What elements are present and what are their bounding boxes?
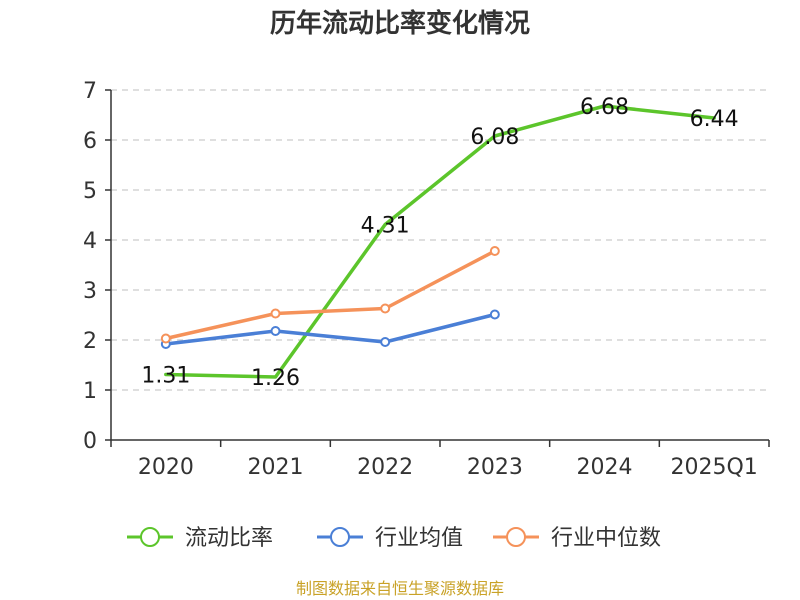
legend-marker [506,527,526,547]
series-point [160,333,171,344]
legend-marker [330,527,350,547]
y-tick-label: 7 [83,79,97,104]
legend: 流动比率 行业均值 行业中位数 [127,526,661,551]
data-label: 4.31 [361,214,410,239]
x-tick-label: 2020 [138,455,194,480]
series-line [164,312,497,346]
axes [105,89,770,447]
series-group [160,104,716,379]
y-tick-label: 5 [83,179,97,204]
data-label: 6.08 [470,125,519,150]
x-tick-label: 2021 [248,455,304,480]
legend-label: 行业均值 [375,526,463,551]
data-labels: 1.31 1.26 4.31 6.08 6.68 6.44 [141,95,738,391]
legend-item[interactable]: 行业中位数 [493,526,661,551]
series-point [489,309,500,320]
x-tick-label: 2024 [577,455,633,480]
series-line [164,249,497,341]
series-point [489,246,500,256]
series-line [164,104,716,379]
x-tick-label: 2023 [467,455,523,480]
data-label: 1.31 [141,364,190,389]
x-tick-label: 2025Q1 [671,455,758,480]
chart-title: 历年流动比率变化情况 [270,8,530,39]
y-tick-label: 6 [83,129,97,154]
source-note: 制图数据来自恒生聚源数据库 [296,579,504,598]
grid-lines [111,89,769,391]
y-tick-label: 4 [83,229,97,254]
legend-marker [140,527,160,547]
data-label: 1.26 [251,366,300,391]
legend-label: 行业中位数 [551,526,661,551]
series-point [380,303,391,314]
series-point [270,326,281,336]
data-label: 6.68 [580,95,629,120]
legend-item[interactable]: 流动比率 [127,526,273,551]
series-point [270,308,281,319]
y-tick-label: 3 [83,279,97,304]
legend-label: 流动比率 [185,526,273,551]
y-tick-label: 0 [83,429,97,454]
series-point [380,337,391,347]
x-tick-label: 2022 [357,455,413,480]
y-tick-label: 2 [83,329,97,354]
tick-labels: 0 1 2 3 4 5 6 7 2020 2021 2022 2023 2024 2025Q1 [83,79,758,480]
legend-item[interactable]: 行业均值 [317,526,463,551]
y-tick-label: 1 [83,379,97,404]
data-label: 6.44 [690,107,739,132]
